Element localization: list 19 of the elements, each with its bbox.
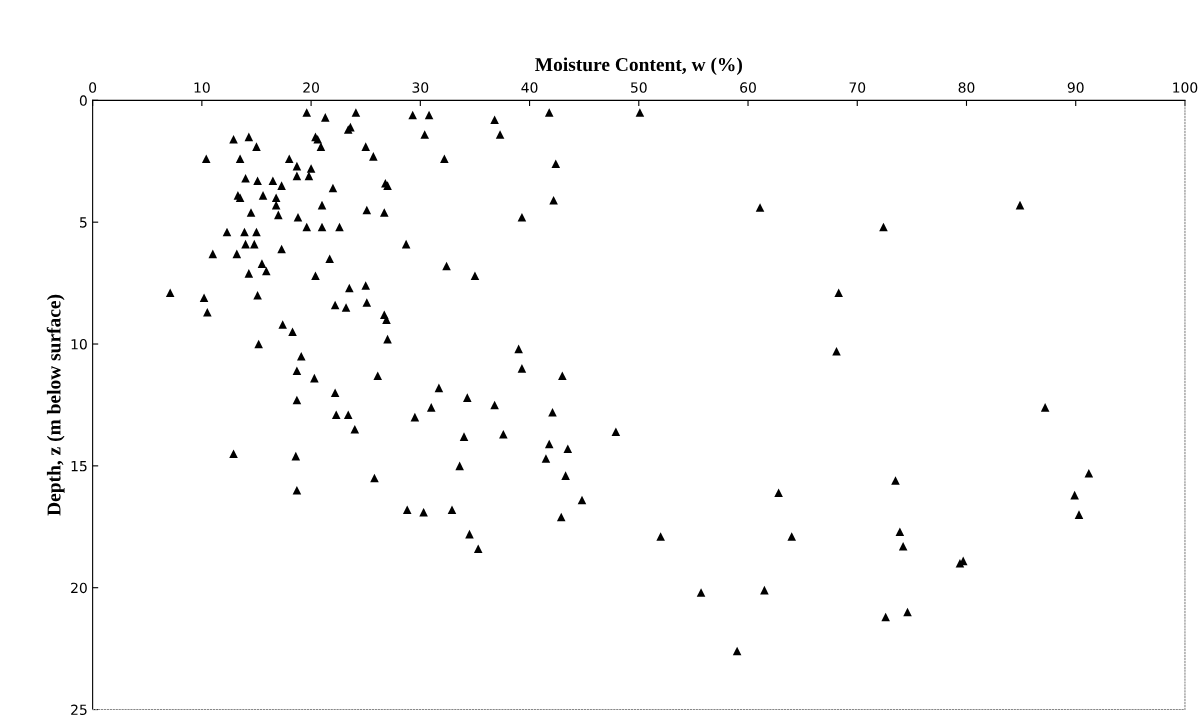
x-tick-label: 70: [849, 82, 866, 93]
x-tick-label: 0: [89, 82, 97, 93]
y-tick-label: 10: [71, 338, 87, 350]
x-tick-label: 10: [194, 82, 210, 93]
x-axis-title: Moisture Content, w (%): [535, 57, 742, 76]
y-axis-title: Depth, z (m below surface): [46, 294, 65, 516]
x-tick-label: 50: [631, 82, 647, 93]
y-tick-label: 25: [71, 704, 87, 716]
x-tick-label: 90: [1067, 82, 1084, 93]
y-tick-label: 0: [79, 95, 87, 106]
x-tick-label: 20: [303, 82, 320, 93]
y-tick-label: 5: [80, 217, 87, 228]
x-tick-label: 80: [958, 82, 975, 93]
y-tick-label: 15: [71, 461, 87, 472]
x-tick-label: 100: [1173, 82, 1198, 93]
y-tick-label: 20: [71, 582, 87, 594]
x-tick-label: 60: [740, 82, 756, 93]
x-tick-label: 30: [412, 82, 429, 93]
x-tick-label: 40: [521, 82, 538, 93]
